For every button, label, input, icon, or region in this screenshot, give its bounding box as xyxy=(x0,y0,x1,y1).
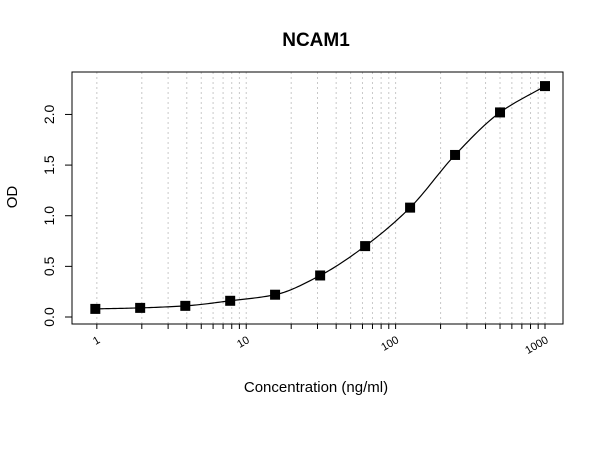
y-tick-label: 0.0 xyxy=(41,307,57,327)
x-tick-label: 100 xyxy=(379,334,401,354)
data-point xyxy=(315,270,326,281)
grid xyxy=(96,72,546,324)
data-points xyxy=(90,81,550,314)
data-point xyxy=(225,295,236,306)
y-tick-label: 1.0 xyxy=(41,206,57,226)
x-axis-label: Concentration (ng/ml) xyxy=(244,379,388,396)
x-tick-label: 10 xyxy=(235,334,252,351)
data-point xyxy=(495,107,506,118)
data-point xyxy=(180,300,191,311)
data-point xyxy=(405,202,416,213)
data-point xyxy=(540,81,550,92)
data-point xyxy=(135,302,146,313)
chart-title: NCAM1 xyxy=(282,30,350,51)
data-point xyxy=(360,241,371,252)
data-point xyxy=(90,303,101,314)
data-point xyxy=(270,289,281,300)
data-point xyxy=(450,149,461,160)
x-tick-label: 1000 xyxy=(523,334,550,357)
x-axis: 1 10 100 1000 xyxy=(91,323,551,357)
y-axis-label: OD xyxy=(4,186,21,209)
y-axis: 0.0 0.5 1.0 1.5 2.0 xyxy=(41,105,73,327)
y-tick-label: 1.5 xyxy=(41,155,57,175)
x-tick-label: 1 xyxy=(91,334,102,347)
y-tick-label: 0.5 xyxy=(41,256,57,276)
y-tick-label: 2.0 xyxy=(41,105,57,125)
